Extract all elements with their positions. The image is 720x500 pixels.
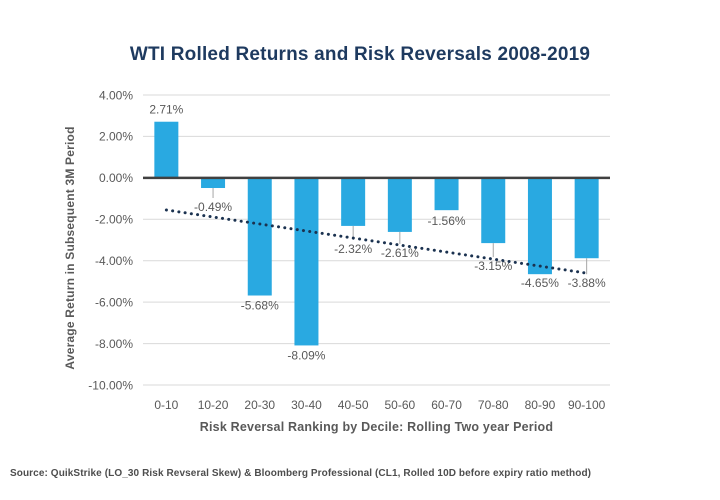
y-tick-label: -10.00% [88, 378, 133, 392]
bar-value-label: 2.71% [149, 103, 183, 117]
x-tick-label: 90-100 [568, 398, 606, 412]
x-tick-label: 0-10 [154, 398, 178, 412]
x-tick-label: 50-60 [384, 398, 415, 412]
x-tick-label: 60-70 [431, 398, 462, 412]
bar-50-60 [387, 177, 412, 232]
bar-80-90 [527, 177, 552, 275]
source-note: Source: QuikStrike (LO_30 Risk Revseral … [10, 468, 592, 479]
bar-10-20 [201, 177, 226, 189]
y-tick-label: 2.00% [99, 130, 133, 144]
x-tick-label: 30-40 [291, 398, 322, 412]
x-tick-label: 10-20 [198, 398, 229, 412]
bar-90-100 [574, 177, 599, 259]
y-tick-label: 4.00% [99, 88, 133, 102]
bar-30-40 [294, 177, 319, 346]
bar-value-label: -2.32% [334, 242, 372, 256]
bar-value-label: -1.56% [428, 214, 466, 228]
bar-value-label: -3.88% [568, 276, 606, 290]
bar-value-label: -0.49% [194, 200, 232, 214]
bar-value-label: -2.61% [381, 246, 419, 260]
bar-0-10 [154, 121, 179, 178]
y-tick-label: -2.00% [95, 213, 133, 227]
bar-60-70 [434, 177, 459, 211]
y-tick-label: -8.00% [95, 337, 133, 351]
y-tick-label: 0.00% [99, 171, 133, 185]
bar-value-label: -4.65% [521, 276, 559, 290]
bar-40-50 [341, 177, 366, 226]
y-tick-label: -4.00% [95, 254, 133, 268]
y-tick-label: -6.00% [95, 295, 133, 309]
x-tick-label: 20-30 [244, 398, 275, 412]
x-tick-label: 70-80 [478, 398, 509, 412]
trendline [164, 208, 589, 275]
bar-20-30 [247, 177, 272, 296]
x-tick-label: 40-50 [338, 398, 369, 412]
chart-title: WTI Rolled Returns and Risk Reversals 20… [129, 43, 591, 65]
bar-value-label: -5.68% [241, 299, 279, 313]
bar-value-label: -8.09% [287, 348, 325, 362]
x-axis-title: Risk Reversal Ranking by Decile: Rolling… [199, 420, 554, 434]
x-tick-label: 80-90 [525, 398, 556, 412]
bar-value-label: -3.15% [474, 259, 512, 273]
bar-70-80 [481, 177, 506, 244]
